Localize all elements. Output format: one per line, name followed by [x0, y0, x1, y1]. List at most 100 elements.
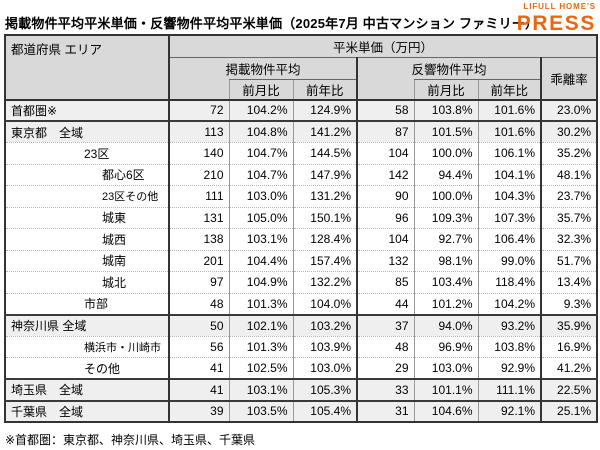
- table-row: 埼玉県 全域 41 103.1% 105.3% 33 101.1% 111.1% 22.5%: [5, 378, 598, 401]
- value-cell: 104: [356, 142, 414, 164]
- value-cell: 48: [356, 335, 414, 358]
- area-cell: 東京都 全域: [5, 120, 170, 143]
- footnote: ※首都圏：東京都、神奈川県、埼玉県、千葉県: [5, 433, 256, 447]
- value-cell: 101.5%: [413, 120, 478, 143]
- col-header-unit-group: 平米単価（万円）: [169, 35, 598, 57]
- value-cell: 103.2%: [292, 313, 357, 336]
- value-cell: 48.1%: [539, 163, 598, 186]
- value-cell: 105.0%: [228, 206, 293, 229]
- value-cell: 105.4%: [292, 399, 357, 422]
- logo-text-lifull-homes: LIFULL HOME'S: [523, 2, 596, 11]
- value-cell: 102.5%: [228, 357, 293, 379]
- table-row: 神奈川県 全域 50 102.1% 103.2% 37 94.0% 93.2% 35.9%: [5, 313, 598, 336]
- area-cell: 首都圏※: [5, 98, 170, 121]
- value-cell: 138: [169, 228, 229, 250]
- value-cell: 201: [169, 249, 229, 272]
- table-row: その他 41 102.5% 103.0% 29 103.0% 92.9% 41.2%: [5, 357, 598, 379]
- value-cell: 102.1%: [228, 313, 293, 336]
- col-header-listed-group: 掲載物件平均: [169, 56, 357, 79]
- value-cell: 23.0%: [539, 98, 598, 121]
- value-cell: 111: [169, 185, 229, 207]
- value-cell: 103.8%: [413, 98, 478, 121]
- value-cell: 99.0%: [477, 249, 541, 272]
- col-header-listed-blank: [169, 79, 229, 101]
- value-cell: 107.3%: [477, 206, 541, 229]
- value-cell: 128.4%: [292, 228, 357, 250]
- value-cell: 72: [169, 98, 229, 121]
- value-cell: 92.9%: [477, 357, 541, 379]
- area-cell: 23区: [5, 142, 170, 164]
- value-cell: 101.3%: [228, 335, 293, 358]
- value-cell: 87: [356, 120, 414, 143]
- area-cell: 城東: [5, 206, 170, 229]
- value-cell: 103.1%: [228, 378, 293, 401]
- table-row: 千葉県 全域 39 103.5% 105.4% 31 104.6% 92.1% 25.1%: [5, 399, 598, 422]
- value-cell: 103.8%: [477, 335, 541, 358]
- value-cell: 33: [356, 378, 414, 401]
- area-cell: その他: [5, 357, 170, 379]
- value-cell: 48: [169, 292, 229, 315]
- value-cell: 100.0%: [413, 185, 478, 207]
- value-cell: 103.5%: [228, 399, 293, 422]
- value-cell: 50: [169, 313, 229, 336]
- value-cell: 144.5%: [292, 142, 357, 164]
- value-cell: 22.5%: [539, 378, 598, 401]
- value-cell: 104.2%: [477, 292, 541, 315]
- value-cell: 104.0%: [292, 292, 357, 315]
- col-header-response-mom: 前月比: [413, 78, 478, 101]
- value-cell: 101.3%: [228, 292, 293, 315]
- value-cell: 101.6%: [477, 98, 541, 121]
- value-cell: 35.2%: [539, 142, 598, 164]
- value-cell: 150.1%: [292, 206, 357, 229]
- value-cell: 37: [356, 313, 414, 336]
- value-cell: 98.1%: [413, 249, 478, 272]
- value-cell: 142: [356, 163, 414, 186]
- value-cell: 104.7%: [228, 163, 293, 186]
- value-cell: 132.2%: [292, 271, 357, 293]
- value-cell: 92.1%: [477, 399, 541, 422]
- value-cell: 103.4%: [413, 271, 478, 293]
- value-cell: 41: [169, 357, 229, 379]
- value-cell: 105.3%: [292, 378, 357, 401]
- value-cell: 94.0%: [413, 313, 478, 336]
- header-row-1: 都道府県 エリア 平米単価（万円）: [5, 35, 598, 101]
- value-cell: 92.7%: [413, 228, 478, 250]
- table-row: 市部 48 101.3% 104.0% 44 101.2% 104.2% 9.3%: [5, 292, 598, 315]
- value-cell: 124.9%: [292, 98, 357, 121]
- table-row: 都心6区 210 104.7% 147.9% 142 94.4% 104.1% 48.1%: [5, 163, 598, 186]
- value-cell: 104.3%: [477, 185, 541, 207]
- col-header-listed-yoy: 前年比: [292, 78, 357, 101]
- value-cell: 9.3%: [539, 292, 598, 315]
- value-cell: 106.1%: [477, 142, 541, 164]
- value-cell: 39: [169, 399, 229, 422]
- area-cell: 千葉県 全域: [5, 399, 170, 422]
- area-cell: 城北: [5, 271, 170, 293]
- value-cell: 96.9%: [413, 335, 478, 358]
- area-cell: 城西: [5, 228, 170, 250]
- col-header-area: 都道府県 エリア: [5, 35, 170, 101]
- value-cell: 103.0%: [413, 357, 478, 379]
- area-cell: 埼玉県 全域: [5, 378, 170, 401]
- value-cell: 113: [169, 120, 229, 143]
- area-cell: 横浜市・川崎市: [5, 335, 170, 358]
- value-cell: 104.9%: [228, 271, 293, 293]
- value-cell: 131.2%: [292, 185, 357, 207]
- area-cell: 都心6区: [5, 163, 170, 186]
- table-row: 23区 140 104.7% 144.5% 104 100.0% 106.1% 35.2%: [5, 142, 598, 164]
- value-cell: 94.4%: [413, 163, 478, 186]
- area-cell: 神奈川県 全域: [5, 313, 170, 336]
- value-cell: 104.6%: [413, 399, 478, 422]
- value-cell: 104.1%: [477, 163, 541, 186]
- value-cell: 100.0%: [413, 142, 478, 164]
- value-cell: 111.1%: [477, 378, 541, 401]
- value-cell: 118.4%: [477, 271, 541, 293]
- col-header-divergence: 乖離率: [539, 56, 598, 101]
- value-cell: 51.7%: [539, 249, 598, 272]
- table-row: 横浜市・川崎市 56 101.3% 103.9% 48 96.9% 103.8% 16.9%: [5, 335, 598, 358]
- value-cell: 104.7%: [228, 142, 293, 164]
- value-cell: 103.0%: [228, 185, 293, 207]
- col-header-response-group: 反響物件平均: [356, 56, 541, 79]
- col-header-listed-mom: 前月比: [228, 78, 293, 101]
- value-cell: 104.8%: [228, 120, 293, 143]
- value-cell: 16.9%: [539, 335, 598, 358]
